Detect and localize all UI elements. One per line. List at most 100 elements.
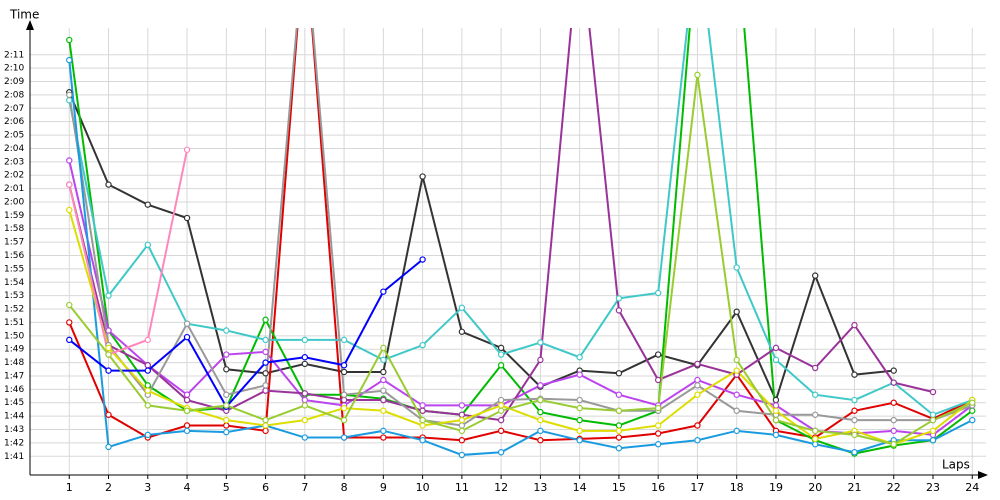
point — [105, 351, 112, 358]
grid: 1:41 1:42 1:43 1:44 1:45 1:46 1:47 1:48 1:49 1:50… — [4, 28, 986, 494]
point — [340, 404, 348, 412]
point — [576, 416, 583, 424]
point — [694, 391, 701, 398]
x-tick-label: 7 — [301, 481, 308, 494]
point — [851, 416, 858, 424]
point — [576, 404, 583, 412]
x-tick-label: 24 — [965, 481, 979, 494]
point — [537, 396, 544, 404]
point — [262, 416, 269, 424]
point — [458, 328, 466, 335]
point — [340, 396, 348, 404]
point — [537, 339, 544, 346]
point — [223, 366, 230, 373]
point — [66, 181, 73, 188]
point — [497, 344, 505, 352]
point — [105, 292, 112, 299]
point — [851, 407, 858, 414]
x-tick-label: 22 — [887, 481, 901, 494]
x-tick-label: 8 — [341, 481, 348, 494]
point — [812, 435, 819, 443]
point — [66, 97, 73, 104]
x-tick-label: 21 — [847, 481, 861, 494]
point — [144, 367, 151, 374]
point — [419, 437, 426, 444]
point — [654, 351, 662, 358]
point — [969, 416, 976, 424]
point — [654, 441, 662, 448]
point — [615, 307, 623, 314]
plot-area — [66, 28, 976, 459]
point — [380, 434, 387, 441]
x-tick-label: 20 — [808, 481, 822, 494]
y-tick-label: 2:08 — [4, 90, 24, 100]
point — [772, 431, 780, 439]
point — [262, 336, 269, 344]
point — [537, 382, 544, 389]
y-tick-label: 2:01 — [4, 184, 24, 194]
point — [262, 422, 269, 429]
point — [458, 304, 466, 311]
series-line — [68, 74, 973, 446]
point — [144, 382, 151, 389]
point — [537, 356, 544, 364]
y-axis-title: Time — [9, 8, 39, 22]
point — [183, 146, 191, 153]
y-tick-label: 1:42 — [4, 438, 24, 448]
point — [144, 336, 151, 344]
point — [301, 390, 309, 397]
point — [458, 402, 466, 409]
x-tick-label: 15 — [612, 481, 626, 494]
x-tick-label: 23 — [926, 481, 940, 494]
y-tick-label: 1:51 — [4, 318, 24, 328]
point — [576, 354, 583, 361]
point — [929, 427, 937, 435]
point — [851, 449, 858, 456]
point — [851, 371, 858, 378]
point — [458, 416, 466, 424]
point — [419, 256, 426, 263]
point — [105, 367, 112, 374]
point — [419, 422, 426, 429]
point — [183, 214, 191, 222]
y-axis-arrow — [26, 20, 34, 30]
point — [223, 391, 230, 398]
point — [615, 407, 623, 414]
point — [929, 388, 937, 396]
point — [458, 411, 466, 418]
point — [851, 396, 858, 404]
y-tick-label: 1:55 — [4, 264, 24, 274]
point — [301, 336, 309, 344]
y-tick-label: 1:57 — [4, 238, 24, 248]
point — [929, 411, 937, 418]
point — [694, 360, 701, 368]
point — [105, 181, 112, 188]
y-tick-label: 2:09 — [4, 77, 24, 87]
point — [615, 427, 623, 435]
y-tick-label: 2:04 — [4, 144, 24, 154]
point — [144, 241, 151, 249]
point — [144, 402, 151, 409]
y-tick-label: 1:44 — [4, 412, 24, 422]
point — [576, 427, 583, 435]
point — [497, 396, 505, 404]
point — [66, 56, 73, 64]
point — [772, 356, 780, 364]
point — [301, 434, 309, 441]
point — [458, 422, 466, 429]
point — [772, 402, 780, 409]
x-tick-label: 10 — [416, 481, 430, 494]
y-tick-label: 2:00 — [4, 197, 24, 207]
point — [694, 437, 701, 444]
point — [223, 428, 230, 436]
point — [969, 399, 976, 406]
point — [812, 441, 819, 448]
point — [694, 382, 701, 389]
point — [890, 441, 897, 448]
point — [929, 416, 937, 424]
point — [183, 427, 191, 435]
point — [183, 422, 191, 429]
series-line — [68, 28, 973, 416]
x-tick-label: 12 — [494, 481, 508, 494]
x-tick-label: 1 — [66, 481, 73, 494]
